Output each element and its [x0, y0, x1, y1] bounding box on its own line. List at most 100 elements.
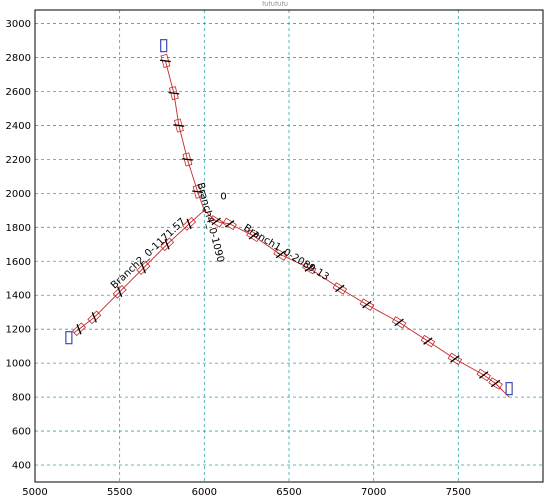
top-title: ԽԽԽԽ	[262, 0, 288, 8]
junction-node	[202, 208, 207, 213]
segment-box	[112, 284, 127, 299]
x-tick-label: 5000	[22, 487, 47, 498]
y-tick-label: 1400	[6, 291, 31, 302]
branch-label: Branch1_0-2089.13	[241, 223, 330, 284]
segment-slash	[168, 91, 180, 95]
y-tick-label: 1200	[6, 325, 31, 336]
y-tick-label: 2800	[6, 53, 31, 64]
segment-slash	[140, 262, 146, 274]
x-tick-label: 6500	[276, 487, 301, 498]
segment-marker	[173, 118, 185, 133]
segment-box	[332, 282, 348, 295]
branch-end-marker	[505, 382, 513, 396]
segment-box	[488, 377, 503, 390]
segment-box	[182, 152, 193, 167]
grid	[35, 10, 543, 482]
x-tick-label: 7500	[446, 487, 471, 498]
branch-end-marker	[65, 331, 73, 345]
y-tick-label: 1600	[6, 257, 31, 268]
segment-box	[302, 261, 317, 275]
segment-marker	[159, 53, 171, 68]
segment-slash	[335, 284, 345, 293]
segment-slash	[117, 286, 123, 298]
segment-marker	[488, 377, 503, 390]
segment-marker	[181, 152, 193, 167]
branch-end-marker	[160, 39, 168, 53]
segment-box	[72, 322, 86, 337]
segment-marker	[136, 261, 151, 275]
segment-slash	[304, 264, 315, 272]
segment-marker	[246, 229, 261, 243]
segment-slash	[173, 124, 185, 127]
branch-line	[73, 209, 205, 333]
segment-box	[391, 316, 407, 329]
y-tick-label: 2200	[6, 155, 31, 166]
y-tick-label: 2400	[6, 121, 31, 132]
segment-marker	[222, 217, 237, 231]
segment-box	[173, 118, 184, 133]
y-tick-label: 3000	[6, 19, 31, 30]
segment-slash	[91, 312, 97, 323]
branch-line	[164, 60, 205, 211]
segment-marker	[273, 248, 288, 261]
x-tick-label: 5500	[107, 487, 132, 498]
segment-slash	[423, 337, 433, 345]
y-tick-label: 1000	[6, 359, 31, 370]
segment-box	[273, 248, 288, 261]
segment-slash	[248, 232, 259, 240]
segment-marker	[160, 237, 175, 252]
segment-box	[208, 215, 224, 228]
segment-slash	[211, 217, 221, 226]
plot-frame	[34, 9, 544, 483]
y-tick-label: 2600	[6, 87, 31, 98]
segment-box	[136, 261, 151, 275]
segment-box	[246, 229, 261, 243]
segment-slash	[275, 250, 286, 259]
segment-marker	[420, 334, 436, 348]
segment-box	[420, 334, 436, 348]
segment-marker	[182, 217, 197, 231]
segment-slash	[490, 379, 501, 388]
segment-marker	[72, 322, 86, 337]
segment-slash	[181, 158, 193, 161]
segment-slash	[159, 59, 171, 63]
segment-slash	[450, 355, 460, 363]
x-tick-label: 7000	[361, 487, 386, 498]
segment-slash	[394, 318, 404, 327]
segment-slash	[224, 220, 235, 228]
segment-marker	[112, 284, 127, 299]
segment-slash	[478, 371, 489, 379]
segment-box	[168, 86, 179, 101]
branch-line	[203, 209, 510, 398]
segment-marker	[87, 310, 102, 325]
segment-box	[160, 237, 175, 252]
y-tick-label: 800	[12, 393, 31, 404]
segment-box	[476, 368, 491, 382]
segment-slash	[164, 239, 170, 250]
segment-marker	[332, 282, 348, 295]
segment-marker	[359, 298, 375, 311]
segment-marker	[302, 261, 317, 275]
segment-marker	[391, 316, 407, 329]
segment-slash	[362, 300, 372, 309]
segment-box	[359, 298, 375, 311]
segment-slash	[192, 190, 204, 194]
y-tick-label: 400	[12, 461, 31, 472]
segment-slash	[186, 218, 192, 230]
junction-label: 0	[220, 191, 226, 202]
segment-marker	[476, 368, 491, 382]
segment-box	[160, 53, 171, 68]
axes: 5000 5500 6000 6500 7000 7500 400 600 800 1000 120…	[6, 9, 544, 498]
y-tick-label: 600	[12, 427, 31, 438]
y-tick-label: 1800	[6, 223, 31, 234]
segment-marker	[208, 215, 224, 228]
segment-marker	[447, 352, 463, 366]
segment-box	[87, 310, 102, 325]
segment-marker	[168, 86, 180, 101]
y-tick-label: 2000	[6, 189, 31, 200]
segment-slash	[76, 323, 82, 335]
segment-box	[222, 217, 237, 231]
segment-box	[182, 217, 197, 231]
